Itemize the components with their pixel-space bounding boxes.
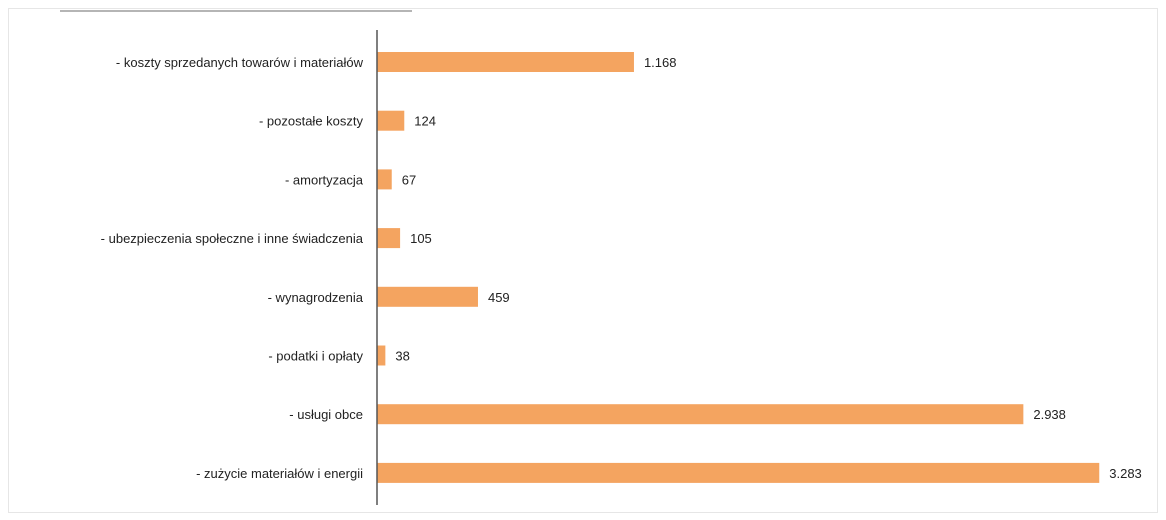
category-label: - zużycie materiałów i energii — [196, 466, 363, 481]
data-label: 38 — [395, 349, 409, 364]
bar — [377, 110, 405, 131]
chart-container — [8, 8, 1158, 513]
bar — [377, 345, 386, 366]
category-label: - pozostałe koszty — [259, 114, 364, 129]
bar — [377, 462, 1100, 483]
bar — [377, 286, 478, 307]
data-label: 67 — [402, 172, 416, 187]
category-label: - wynagrodzenia — [268, 290, 364, 305]
category-label: - koszty sprzedanych towarów i materiałó… — [116, 55, 364, 70]
category-label: - amortyzacja — [285, 172, 364, 187]
data-label: 2.938 — [1033, 407, 1066, 422]
category-label: - usługi obce — [289, 407, 363, 422]
data-label: 1.168 — [644, 55, 677, 70]
category-label: - podatki i opłaty — [268, 349, 363, 364]
data-label: 3.283 — [1109, 466, 1142, 481]
top-divider — [60, 10, 412, 12]
bar — [377, 404, 1024, 425]
bar — [377, 52, 634, 72]
data-label: 124 — [414, 114, 436, 129]
data-label: 105 — [410, 231, 432, 246]
data-label: 459 — [488, 290, 510, 305]
bar — [377, 169, 392, 190]
bar — [377, 228, 401, 249]
category-label: - ubezpieczenia społeczne i inne świadcz… — [101, 231, 364, 246]
